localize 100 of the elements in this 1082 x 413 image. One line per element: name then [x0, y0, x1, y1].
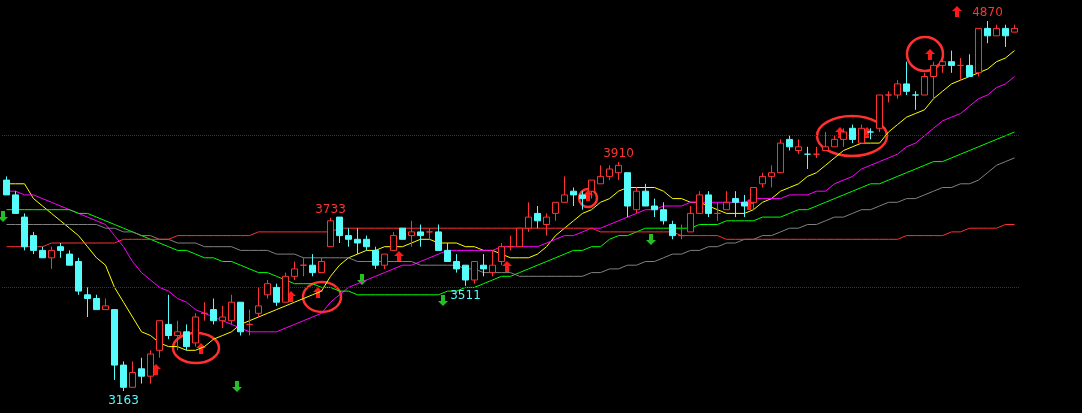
candlestick: [876, 94, 883, 133]
annotation: 4870: [972, 5, 1003, 19]
candlestick: [606, 164, 613, 181]
candlestick: [804, 146, 811, 170]
candlestick: [48, 246, 55, 270]
candlestick: [651, 198, 658, 218]
candlestick: [435, 224, 442, 251]
candlestick: [660, 201, 667, 225]
candlestick: [831, 135, 838, 148]
candlestick: [489, 249, 496, 277]
candlestick: [120, 360, 127, 392]
candlestick: [993, 24, 1000, 37]
candlestick: [21, 212, 28, 251]
candlestick: [1002, 24, 1009, 48]
candlestick: [723, 190, 730, 211]
candlestick: [237, 301, 244, 336]
candlestick: [687, 205, 694, 233]
candlestick: [750, 187, 757, 211]
candlestick: [588, 179, 595, 200]
candlestick: [147, 349, 154, 385]
candlestick: [345, 227, 352, 248]
candlestick: [291, 261, 298, 281]
candlestick: [30, 231, 37, 255]
annotation: 3910: [603, 145, 634, 160]
candlestick: [84, 286, 91, 318]
candlestick: [696, 190, 703, 214]
candlestick: [534, 205, 541, 229]
candlestick: [201, 301, 208, 322]
candlestick: [399, 227, 406, 240]
candlestick: [786, 135, 793, 151]
candlestick: [903, 61, 910, 96]
candlestick: [381, 253, 388, 270]
candlestick: [273, 283, 280, 307]
candlestick: [615, 161, 622, 181]
candlestick: [921, 72, 928, 96]
candlestick: [309, 253, 316, 277]
candlestick: [912, 90, 919, 111]
candlestick: [246, 309, 253, 336]
candlestick: [867, 127, 874, 140]
candlestick: [255, 286, 262, 318]
candlestick: [552, 201, 559, 222]
candlestick: [759, 172, 766, 188]
candlestick: [633, 187, 640, 214]
candlestick: [156, 320, 163, 359]
candlestick: [111, 309, 118, 381]
candlestick: [165, 294, 172, 340]
candlestick: [813, 146, 820, 159]
candlestick: [192, 312, 199, 348]
candlestick: [3, 175, 10, 196]
candlestick: [210, 298, 217, 325]
candlestick: [948, 50, 955, 74]
candlestick: [228, 294, 235, 325]
candlestick: [264, 279, 271, 299]
candlestick: [75, 257, 82, 296]
annotation: 3163: [108, 393, 139, 407]
candlestick: [57, 242, 64, 259]
candlestick: [390, 231, 397, 251]
candlestick: [498, 242, 505, 266]
candlestick: [957, 57, 964, 81]
candlestick: [471, 261, 478, 285]
candlestick: [822, 131, 829, 151]
candlestick: [336, 216, 343, 244]
candlestick: [705, 190, 712, 218]
candlestick: [93, 294, 100, 311]
candlestick: [174, 320, 181, 351]
candlestick: [354, 227, 361, 255]
candlestick: [129, 360, 136, 388]
candlestick: [453, 253, 460, 274]
candlestick: [426, 227, 433, 240]
candlestick: [363, 235, 370, 251]
candlestick: [714, 201, 721, 222]
candlestick: [966, 53, 973, 77]
annotation: 3511: [450, 287, 481, 302]
candlestick: [462, 264, 469, 287]
annotation: 3733: [315, 201, 346, 216]
candlestick: [507, 235, 514, 251]
candlestick: [777, 138, 784, 174]
candlestick: [570, 187, 577, 207]
candlestick: [597, 164, 604, 185]
candlestick: [624, 172, 631, 218]
candlestick: [858, 124, 865, 144]
candlestick: [930, 61, 937, 100]
candlestick: [732, 190, 739, 218]
candlestick: [849, 124, 856, 144]
candlestick: [561, 175, 568, 203]
candlestick: [102, 298, 109, 311]
candlestick: [12, 190, 19, 214]
candlestick: [975, 27, 982, 77]
candlestick: [984, 20, 991, 44]
candlestick: [768, 164, 775, 188]
candlestick: [894, 79, 901, 100]
candlestick: [282, 272, 289, 303]
candlestick: [444, 242, 451, 262]
candlestick: [417, 224, 424, 248]
candlestick: [39, 246, 46, 259]
candlestick: [300, 257, 307, 277]
candlestick: [642, 183, 649, 207]
candlestick: [669, 220, 676, 240]
candlestick: [138, 357, 145, 385]
candlestick: [219, 305, 226, 329]
